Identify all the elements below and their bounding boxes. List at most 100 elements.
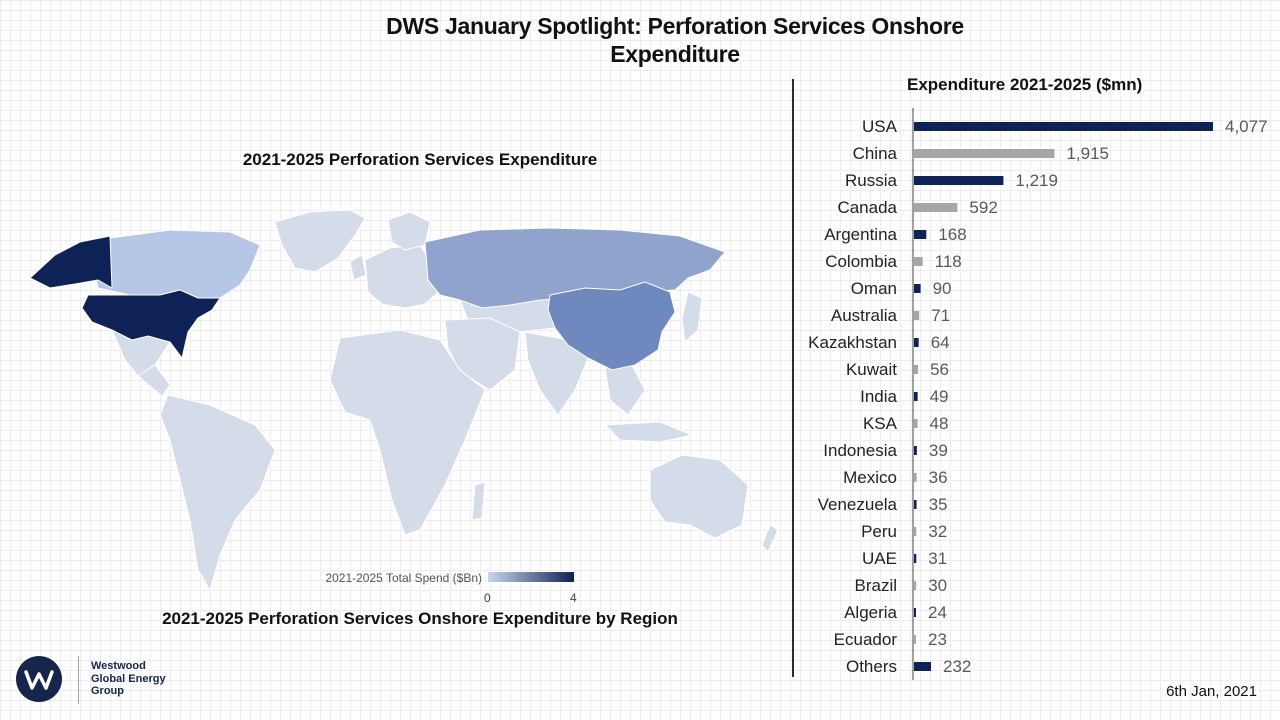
bar-value-label: 30 <box>928 576 947 595</box>
bar-category-label: Argentina <box>824 225 897 244</box>
bar-category-label: India <box>860 387 897 406</box>
bar-brazil[interactable] <box>914 581 917 590</box>
bar-algeria[interactable] <box>914 608 916 617</box>
bar-category-label: Others <box>846 657 897 676</box>
map-africa[interactable] <box>329 329 486 536</box>
bar-ksa[interactable] <box>914 419 918 428</box>
bar-value-label: 71 <box>931 306 950 325</box>
map-madagascar[interactable] <box>471 481 486 521</box>
legend-max: 4 <box>570 591 577 605</box>
bar-canada[interactable] <box>914 203 958 212</box>
bar-colombia[interactable] <box>914 257 923 266</box>
bar-value-label: 39 <box>929 441 948 460</box>
bar-category-label: Mexico <box>843 468 897 487</box>
page-title: DWS January Spotlight: Perforation Servi… <box>300 12 1050 68</box>
logo-text: Westwood Global Energy Group <box>91 660 166 698</box>
bar-value-label: 4,077 <box>1225 117 1268 136</box>
map-southeast-asia[interactable] <box>604 364 646 416</box>
bar-value-label: 32 <box>928 522 947 541</box>
title-line-2: Expenditure <box>610 41 740 67</box>
bar-value-label: 31 <box>928 549 947 568</box>
map-japan[interactable] <box>681 291 703 344</box>
bar-category-label: Colombia <box>825 252 897 271</box>
bar-value-label: 23 <box>928 630 947 649</box>
logo-line-3: Group <box>91 685 124 697</box>
map-australia[interactable] <box>649 454 749 539</box>
bar-category-label: Russia <box>845 171 898 190</box>
map-uk[interactable] <box>349 254 367 281</box>
bar-kuwait[interactable] <box>914 365 919 374</box>
bar-category-label: Oman <box>851 279 897 298</box>
bar-category-label: USA <box>862 117 898 136</box>
bar-value-label: 36 <box>929 468 948 487</box>
map-central-america[interactable] <box>137 364 171 397</box>
bar-kazakhstan[interactable] <box>914 338 919 347</box>
map-canada[interactable] <box>91 229 261 299</box>
map-scandinavia[interactable] <box>387 211 431 251</box>
map-legend: 2021-2025 Total Spend ($Bn) 0 4 <box>300 570 600 610</box>
bar-australia[interactable] <box>914 311 920 320</box>
bar-category-label: China <box>853 144 898 163</box>
bar-category-label: UAE <box>862 549 897 568</box>
map-title: 2021-2025 Perforation Services Expenditu… <box>242 150 598 169</box>
bar-category-label: Kuwait <box>846 360 897 379</box>
logo-separator <box>78 656 79 704</box>
bar-russia[interactable] <box>914 176 1004 185</box>
date-label: 6th Jan, 2021 <box>1166 683 1257 700</box>
bar-others[interactable] <box>914 662 932 671</box>
world-map <box>29 209 779 592</box>
bar-category-label: Australia <box>831 306 898 325</box>
bar-indonesia[interactable] <box>914 446 917 455</box>
logo-line-1: Westwood <box>91 660 146 672</box>
bar-value-label: 232 <box>943 657 971 676</box>
bar-category-label: Brazil <box>854 576 897 595</box>
bar-venezuela[interactable] <box>914 500 917 509</box>
bar-value-label: 90 <box>933 279 952 298</box>
bar-oman[interactable] <box>914 284 921 293</box>
map-base-countries <box>110 211 779 592</box>
bar-value-label: 1,915 <box>1066 144 1109 163</box>
bar-category-label: Venezuela <box>818 495 898 514</box>
bar-category-label: KSA <box>863 414 898 433</box>
bar-category-label: Kazakhstan <box>808 333 897 352</box>
bar-value-label: 24 <box>928 603 947 622</box>
bar-usa[interactable] <box>914 122 1213 131</box>
bar-value-label: 1,219 <box>1015 171 1058 190</box>
company-logo: Westwood Global Energy Group <box>16 656 216 706</box>
bar-category-label: Peru <box>861 522 897 541</box>
bar-ecuador[interactable] <box>914 635 916 644</box>
vertical-divider <box>792 79 794 677</box>
map-subtitle: 2021-2025 Perforation Services Onshore E… <box>162 609 678 628</box>
bar-value-label: 168 <box>938 225 966 244</box>
bar-value-label: 592 <box>969 198 997 217</box>
bar-value-label: 64 <box>931 333 950 352</box>
legend-color-scale <box>488 572 574 582</box>
title-line-1: DWS January Spotlight: Perforation Servi… <box>386 13 964 39</box>
bar-china[interactable] <box>914 149 1055 158</box>
legend-label: 2021-2025 Total Spend ($Bn) <box>325 571 482 585</box>
map-middle-east[interactable] <box>444 317 521 391</box>
bar-peru[interactable] <box>914 527 917 536</box>
bar-category-label: Algeria <box>844 603 897 622</box>
bar-mexico[interactable] <box>914 473 917 482</box>
map-alaska[interactable] <box>29 235 113 289</box>
bar-category-label: Indonesia <box>823 441 897 460</box>
bar-value-label: 118 <box>935 252 962 271</box>
map-new-zealand[interactable] <box>761 524 779 553</box>
bar-chart-title: Expenditure 2021-2025 ($mn) <box>907 75 1143 94</box>
logo-line-2: Global Energy <box>91 672 166 685</box>
bar-category-label: Canada <box>837 198 897 217</box>
bar-value-label: 56 <box>930 360 949 379</box>
bar-india[interactable] <box>914 392 918 401</box>
bar-value-label: 35 <box>929 495 948 514</box>
map-greenland[interactable] <box>274 209 366 273</box>
map-south-america[interactable] <box>159 394 276 592</box>
map-usa[interactable] <box>81 289 221 360</box>
map-china[interactable] <box>547 281 676 371</box>
bar-value-label: 49 <box>930 387 949 406</box>
bar-value-label: 48 <box>930 414 949 433</box>
map-indonesia[interactable] <box>603 421 694 443</box>
logo-icon <box>16 656 62 702</box>
bar-argentina[interactable] <box>914 230 927 239</box>
bar-uae[interactable] <box>914 554 917 563</box>
